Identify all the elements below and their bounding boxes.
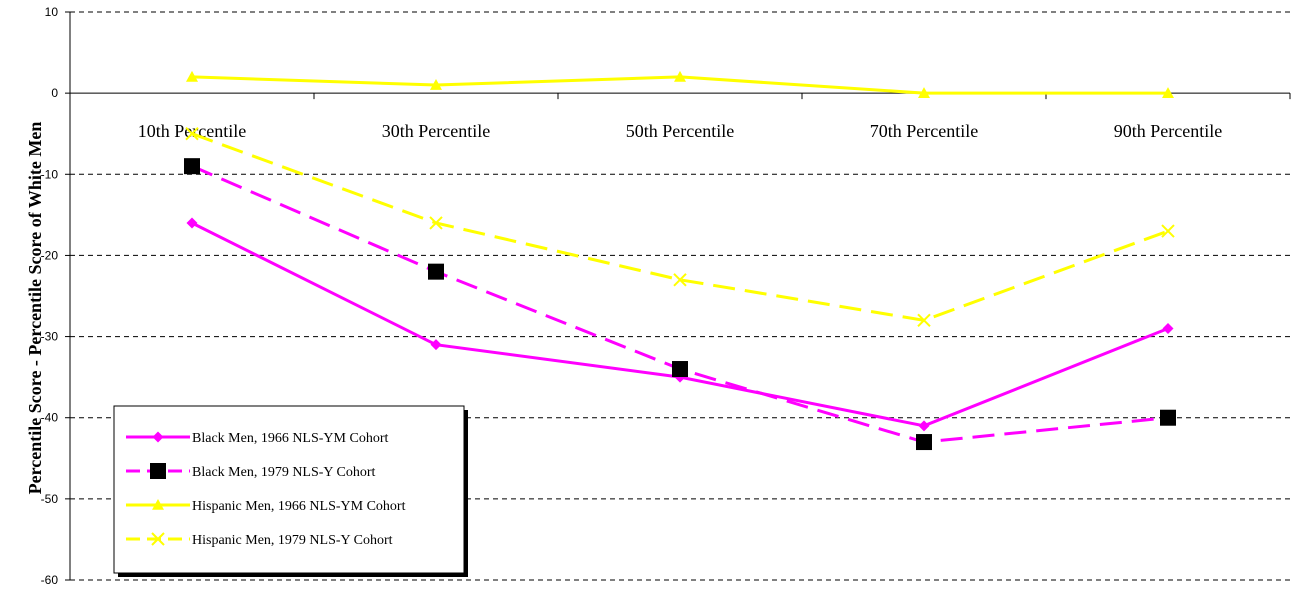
legend-label: Hispanic Men, 1966 NLS-YM Cohort [192, 499, 406, 514]
series-1 [186, 217, 1174, 432]
legend-entry: Hispanic Men, 1966 NLS-YM Cohort [126, 499, 406, 514]
legend-entry: Black Men, 1966 NLS-YM Cohort [126, 431, 388, 446]
legend-marker [152, 499, 164, 510]
y-tick-labels: 10 0 -10 -20 -30 -40 -50 -60 [41, 5, 59, 587]
legend-box [113, 405, 465, 574]
x-tick-label: 30th Percentile [382, 121, 490, 141]
legend: Black Men, 1966 NLS-YM Cohort Black Men, … [113, 405, 468, 577]
y-tick-label: -60 [41, 573, 59, 587]
data-point [184, 158, 200, 175]
data-point [672, 361, 688, 378]
data-point [1160, 409, 1176, 426]
data-point [1162, 87, 1174, 98]
series-3 [186, 70, 1174, 98]
data-point [674, 70, 686, 82]
series-4 [185, 127, 1175, 328]
data-point [430, 79, 442, 90]
legend-marker [152, 431, 164, 443]
data-point [186, 217, 198, 229]
series [184, 70, 1176, 451]
series-2 [184, 158, 1176, 451]
data-point [1162, 322, 1174, 334]
series-line [191, 164, 1169, 444]
y-tick-label: 0 [51, 86, 58, 100]
x-tick-label: 70th Percentile [870, 121, 978, 141]
y-tick-label: -40 [41, 411, 59, 425]
legend-marker [150, 463, 166, 479]
y-axis-label: Percentile Score - Percentile Score of W… [25, 122, 45, 495]
y-tick-label: -20 [41, 248, 59, 262]
data-point [186, 70, 198, 82]
data-point [916, 434, 932, 451]
legend-entry: Hispanic Men, 1979 NLS-Y Cohort [126, 532, 393, 548]
y-tick-label: 10 [45, 5, 59, 19]
series-line [191, 221, 1169, 428]
data-point [429, 216, 443, 230]
x-tick-label: 90th Percentile [1114, 121, 1222, 141]
legend-marker [151, 532, 165, 546]
series-line [191, 132, 1169, 322]
legend-label: Black Men, 1966 NLS-YM Cohort [192, 431, 388, 446]
y-tick-label: -50 [41, 492, 59, 506]
data-point [917, 313, 931, 328]
y-tick-label: -10 [41, 167, 59, 181]
data-point [673, 273, 687, 287]
data-point [428, 263, 444, 280]
y-tick-label: -30 [41, 330, 59, 344]
legend-label: Black Men, 1979 NLS-Y Cohort [192, 465, 376, 480]
x-tick-label: 50th Percentile [626, 121, 734, 141]
data-point [918, 87, 930, 98]
x-tick-labels: 10th Percentile 30th Percentile 50th Perce… [138, 121, 1222, 141]
legend-entry: Black Men, 1979 NLS-Y Cohort [126, 463, 376, 480]
data-point [430, 339, 442, 351]
x-tick-label: 10th Percentile [138, 121, 246, 141]
data-point [918, 420, 930, 432]
data-point [185, 127, 199, 141]
data-point [1161, 224, 1175, 238]
legend-label: Hispanic Men, 1979 NLS-Y Cohort [192, 533, 393, 548]
